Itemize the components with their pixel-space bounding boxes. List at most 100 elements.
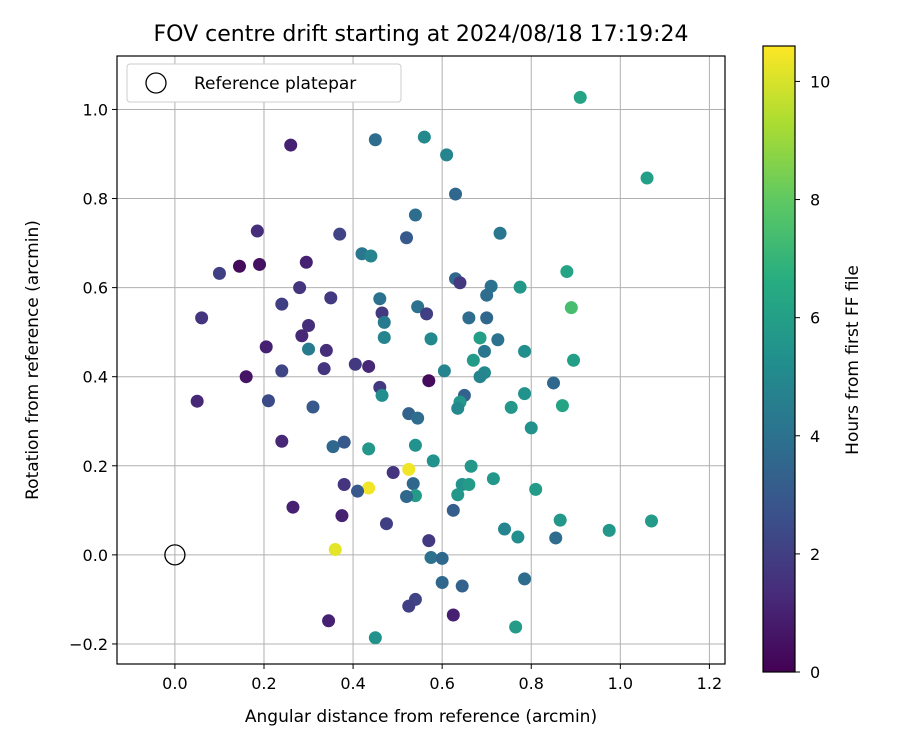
data-point — [337, 477, 351, 491]
data-point — [440, 148, 454, 162]
colorbar-tick-label: 0 — [810, 663, 820, 682]
data-point — [375, 388, 389, 402]
data-point — [493, 226, 507, 240]
data-point — [466, 353, 480, 367]
data-point — [549, 531, 563, 545]
data-point — [446, 503, 460, 517]
legend-marker — [145, 72, 167, 94]
data-point — [480, 288, 494, 302]
y-tick-label: 0.6 — [83, 279, 108, 298]
data-point — [400, 231, 414, 245]
data-point — [473, 370, 487, 384]
data-point — [426, 454, 440, 468]
x-axis-label: Angular distance from reference (arcmin) — [245, 707, 597, 727]
data-point — [602, 523, 616, 537]
data-point — [408, 438, 422, 452]
data-point — [239, 370, 253, 384]
legend-box — [126, 63, 402, 103]
legend-label: Reference platepar — [194, 74, 356, 94]
data-point — [377, 331, 391, 345]
data-point — [386, 465, 400, 479]
data-point — [449, 187, 463, 201]
data-point — [555, 399, 569, 413]
x-tick-label: 1.0 — [608, 674, 633, 693]
reference-marker-group — [164, 544, 186, 566]
data-point — [400, 490, 414, 504]
colorbar-ticks: 0 2 4 6 8 10 — [795, 72, 830, 682]
y-tick-label: 0.4 — [83, 368, 108, 387]
data-point — [411, 300, 425, 314]
data-point — [295, 329, 309, 343]
data-point — [473, 331, 487, 345]
colorbar-tick-label: 6 — [810, 309, 820, 328]
data-point — [564, 301, 578, 315]
y-tick-label: 0.2 — [83, 457, 108, 476]
data-point — [455, 579, 469, 593]
data-point — [302, 318, 316, 332]
data-point — [368, 133, 382, 147]
data-point — [518, 572, 532, 586]
data-point — [408, 208, 422, 222]
data-point — [335, 509, 349, 523]
data-point — [317, 362, 331, 376]
colorbar-label: Hours from first FF file — [843, 265, 863, 455]
data-point — [275, 364, 289, 378]
data-point — [232, 259, 246, 273]
data-point — [435, 575, 449, 589]
x-tick-label: 0.6 — [429, 674, 454, 693]
data-point — [553, 513, 567, 527]
data-point — [560, 265, 574, 279]
colorbar-tick-label: 4 — [810, 427, 820, 446]
chart-title: FOV centre drift starting at 2024/08/18 … — [154, 22, 689, 47]
data-point — [402, 462, 416, 476]
data-point — [362, 359, 376, 373]
x-tick-label: 0.2 — [251, 674, 276, 693]
data-point — [319, 343, 333, 357]
data-point — [362, 481, 376, 495]
data-point — [422, 534, 436, 548]
reference-marker — [164, 544, 186, 566]
data-point — [464, 459, 478, 473]
data-point — [420, 307, 434, 321]
data-point — [364, 249, 378, 263]
data-point — [451, 401, 465, 415]
grid — [117, 56, 725, 664]
data-point — [195, 311, 209, 325]
data-point — [529, 482, 543, 496]
y-axis-ticks: −0.2 0.0 0.2 0.4 0.6 0.8 1.0 — [69, 100, 117, 654]
data-point — [333, 227, 347, 241]
data-point — [509, 620, 523, 634]
data-point — [259, 340, 273, 354]
data-point — [377, 315, 391, 329]
data-point — [435, 551, 449, 565]
colorbar: 0 2 4 6 8 10 Hours from first FF file — [762, 45, 863, 682]
data-point — [573, 90, 587, 104]
data-point — [411, 411, 425, 425]
data-point — [299, 255, 313, 269]
data-point — [306, 400, 320, 414]
data-point — [368, 631, 382, 645]
data-point — [451, 488, 465, 502]
x-tick-label: 0.4 — [340, 674, 365, 693]
data-point — [417, 130, 431, 144]
data-point — [293, 281, 307, 295]
data-point — [337, 435, 351, 449]
x-tick-label: 0.0 — [162, 674, 187, 693]
data-point — [422, 374, 436, 388]
data-point — [351, 484, 365, 498]
data-point — [373, 292, 387, 306]
data-point — [190, 394, 204, 408]
data-point — [402, 599, 416, 613]
data-point — [480, 311, 494, 325]
colorbar-gradient — [762, 45, 796, 673]
data-point — [437, 364, 451, 378]
data-point — [284, 138, 298, 152]
data-point — [491, 333, 505, 347]
y-tick-label: 0.8 — [83, 190, 108, 209]
data-point — [348, 357, 362, 371]
data-point — [212, 266, 226, 280]
data-point — [547, 376, 561, 390]
data-point — [498, 522, 512, 536]
data-point — [446, 608, 460, 622]
